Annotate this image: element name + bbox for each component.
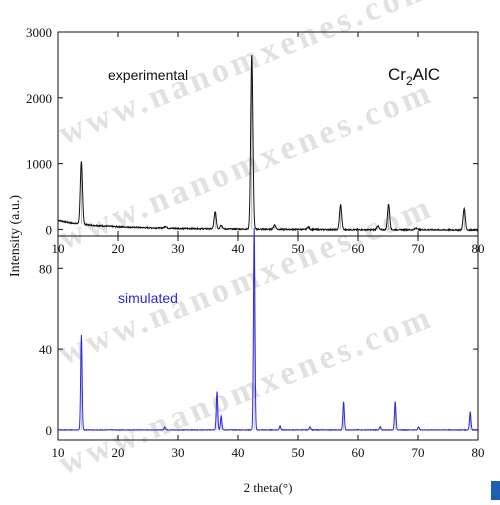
x-tick-label: 50 [292,241,305,256]
x-tick-label: 10 [52,445,65,460]
simulated-pattern-line [57,228,479,432]
experimental-label: experimental [108,67,188,83]
x-tick-label: 80 [472,445,485,460]
x-tick-label: 70 [412,241,425,256]
compound-subscript: 2 [406,74,413,88]
simulated-y-axis: 0 40 80 [39,261,478,438]
simulated-label: simulated [118,290,178,306]
y-axis-title: Intensity (a.u.) [8,195,23,277]
simulated-x-axis: 10 20 30 40 50 60 70 80 [52,236,485,460]
y-tick-label: 2000 [26,91,52,106]
y-tick-label: 1000 [26,157,52,172]
compound-tail: AlC [413,65,440,84]
x-tick-label: 20 [112,445,125,460]
y-tick-label: 3000 [26,25,52,40]
corner-mark [491,481,500,500]
x-tick-label: 70 [412,445,425,460]
experimental-y-axis: 0 1000 2000 3000 [26,25,478,237]
experimental-peak-markers [81,54,465,231]
simulated-peak-markers [81,227,471,430]
x-tick-label: 40 [232,445,245,460]
x-tick-label: 30 [172,445,185,460]
x-tick-label: 60 [352,445,365,460]
simulated-panel: 0 40 80 10 20 30 40 50 60 70 80 simulated [39,227,485,460]
y-tick-label: 80 [39,261,52,276]
x-axis-title: 2 theta(°) [244,480,293,495]
y-tick-label: 0 [46,423,53,438]
simulated-plot-frame [57,235,479,441]
x-tick-label: 50 [292,445,305,460]
y-tick-label: 0 [46,222,53,237]
compound-base: Cr [388,65,406,84]
x-tick-label: 30 [172,241,185,256]
x-tick-label: 60 [352,241,365,256]
compound-formula-label: Cr2AlC [388,65,440,88]
y-tick-label: 40 [39,342,52,357]
x-tick-label: 20 [112,241,125,256]
x-tick-label: 40 [232,241,245,256]
experimental-pattern-line [57,55,479,233]
